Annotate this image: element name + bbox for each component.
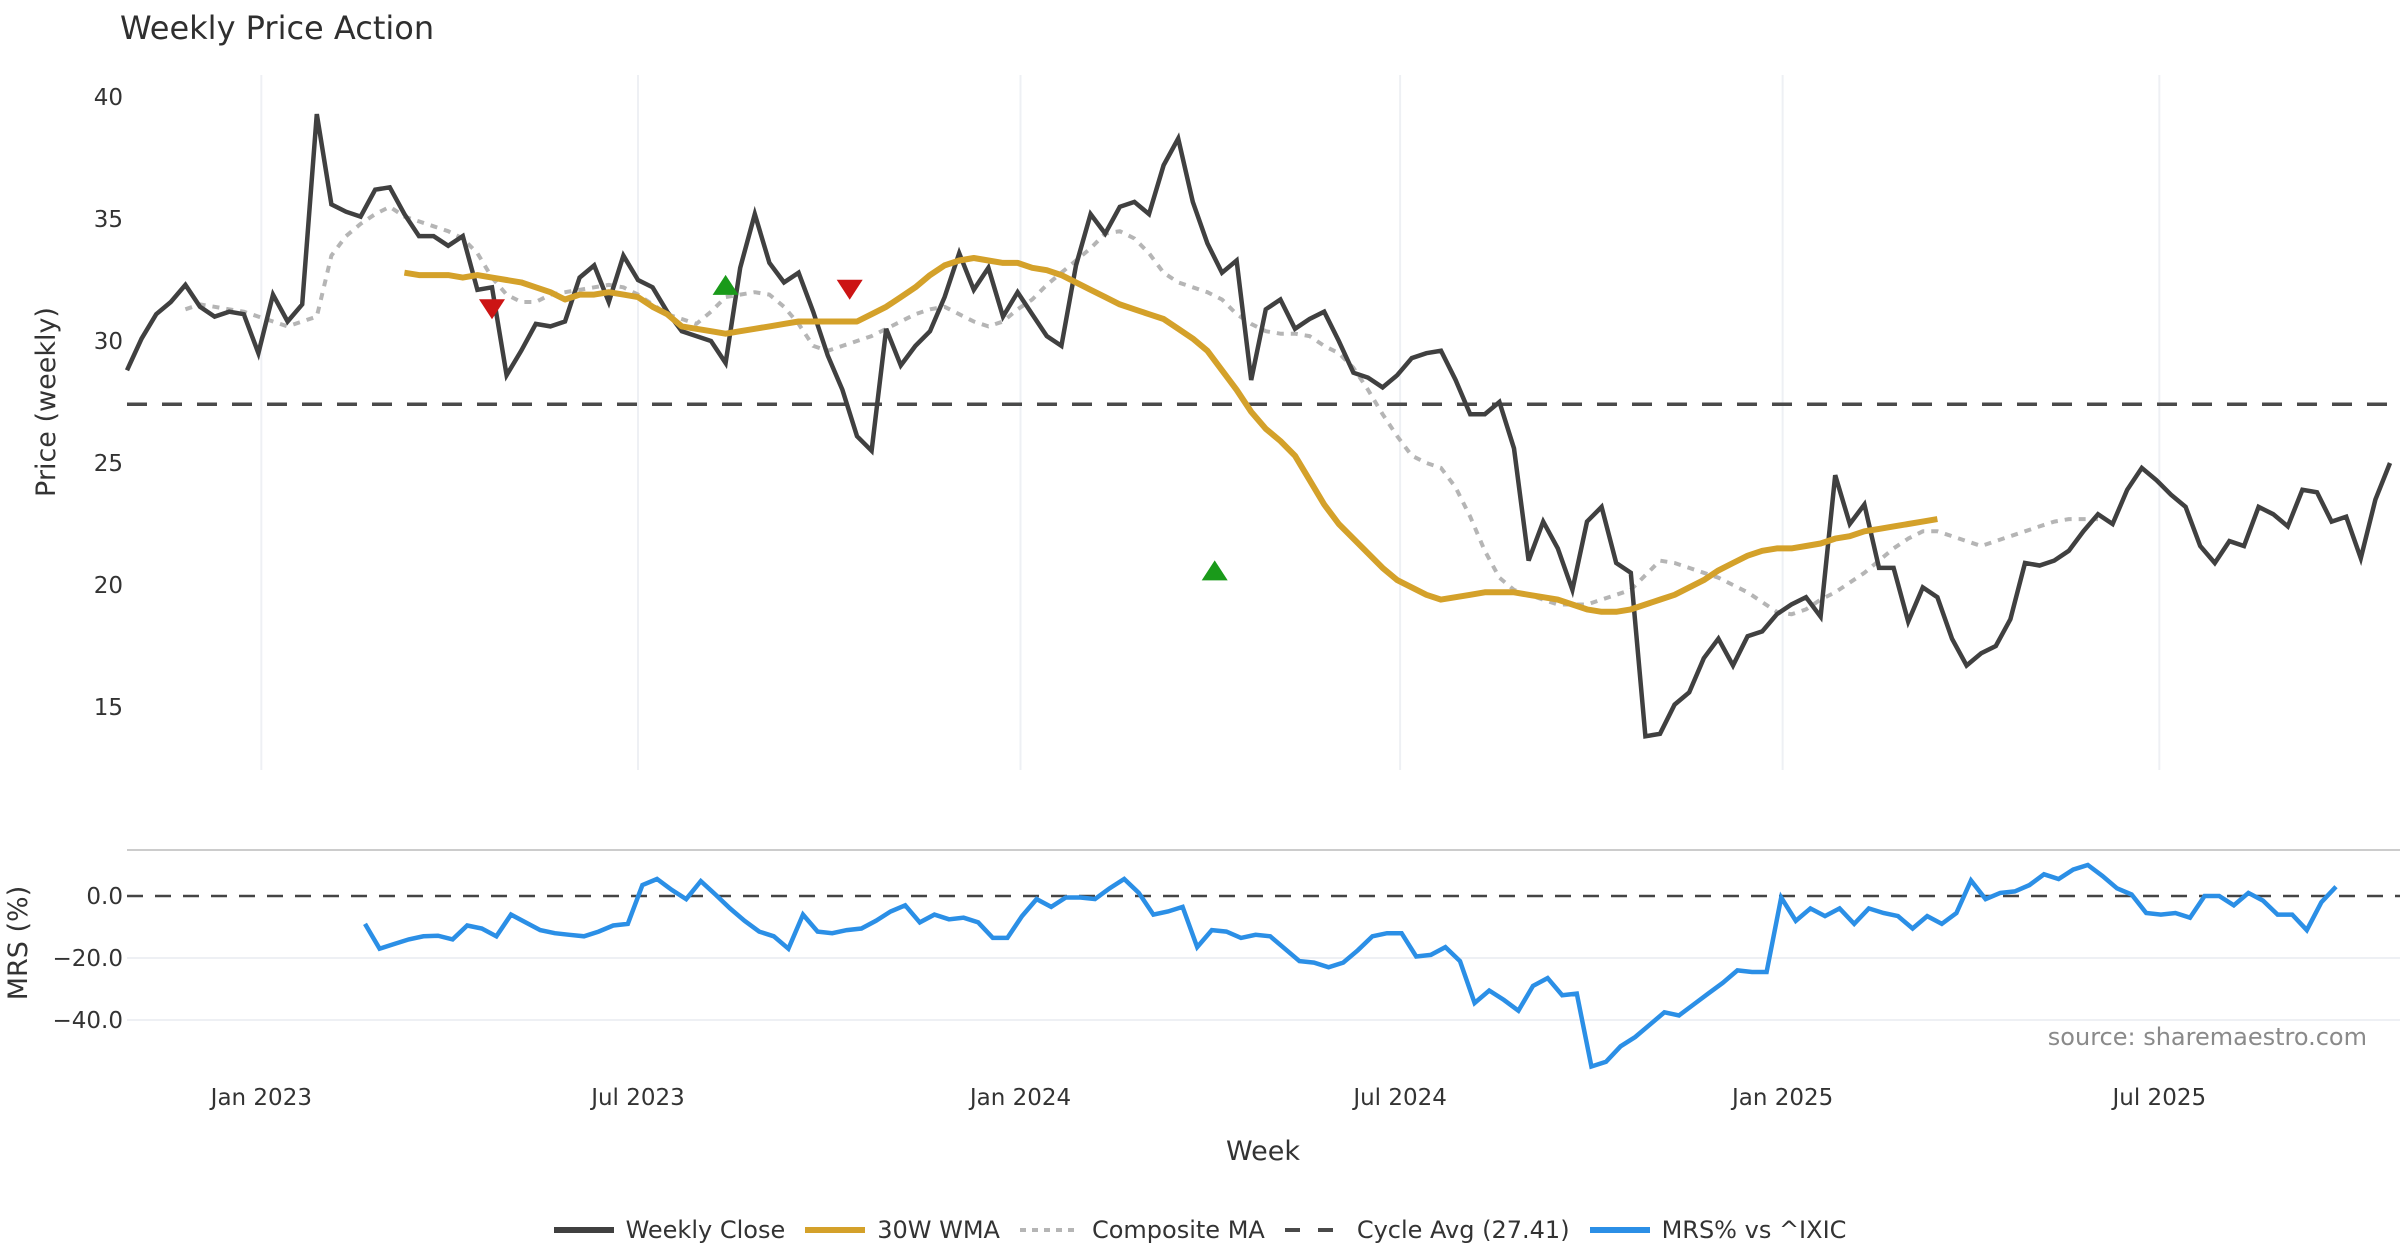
- price-y-ticks: 40 35 30 25 20 15: [94, 85, 123, 721]
- x-tick-label: Jan 2024: [968, 1085, 1071, 1111]
- source-label: source: sharemaestro.com: [2048, 1023, 2367, 1051]
- x-tick-label: Jul 2025: [2111, 1085, 2207, 1111]
- sell-signal-marker: [479, 299, 505, 320]
- legend-item[interactable]: Cycle Avg (27.41): [1284, 1216, 1570, 1244]
- mrs-y-axis-title: MRS (%): [3, 886, 34, 1001]
- weekly-close-line: [124, 113, 2393, 739]
- x-tick-label: Jul 2023: [589, 1085, 685, 1111]
- legend-label: 30W WMA: [877, 1216, 1000, 1244]
- legend-swatch-icon: [805, 1220, 866, 1240]
- legend-item[interactable]: 30W WMA: [805, 1216, 1000, 1244]
- buy-signal-marker: [712, 274, 739, 295]
- mrs-y-tick-label: −20.0: [53, 946, 123, 972]
- legend-label: Composite MA: [1091, 1216, 1265, 1244]
- mrs-y-tick-label: −40.0: [53, 1008, 123, 1034]
- legend-item[interactable]: MRS% vs ^IXIC: [1589, 1216, 1847, 1244]
- legend: Weekly Close 30W WMA Composite MA Cycle Avg…: [0, 1210, 2400, 1250]
- price-y-tick-label: 20: [94, 573, 123, 599]
- price-y-tick-label: 15: [94, 695, 123, 721]
- legend-label: MRS% vs ^IXIC: [1661, 1216, 1847, 1244]
- legend-swatch-icon: [553, 1220, 614, 1240]
- series-layer: [124, 113, 2400, 1070]
- price-gridlines: [260, 75, 2161, 770]
- x-tick-label: Jan 2023: [209, 1085, 312, 1111]
- price-y-axis-title: Price (weekly): [31, 307, 62, 497]
- wma-line: [403, 255, 1938, 615]
- buy-signal-marker: [1201, 560, 1228, 581]
- price-y-tick-label: 30: [94, 329, 123, 355]
- price-y-tick-label: 25: [94, 451, 123, 477]
- x-ticks: Jan 2023 Jul 2023 Jan 2024 Jul 2024 Jan 2025…: [209, 1085, 2206, 1111]
- legend-label: Cycle Avg (27.41): [1356, 1216, 1570, 1244]
- price-y-tick-label: 35: [94, 207, 123, 233]
- x-axis-title: Week: [1226, 1136, 1300, 1167]
- mrs-y-ticks: 0.0 −20.0 −40.0: [53, 884, 123, 1034]
- legend-label: Weekly Close: [625, 1216, 786, 1244]
- legend-item[interactable]: Weekly Close: [553, 1216, 786, 1244]
- signal-markers: [479, 274, 1228, 581]
- price-y-tick-label: 40: [94, 85, 123, 111]
- mrs-gridlines: [127, 894, 2400, 1021]
- x-tick-label: Jan 2025: [1730, 1085, 1833, 1111]
- sell-signal-marker: [836, 279, 863, 300]
- legend-item[interactable]: Composite MA: [1019, 1216, 1265, 1244]
- mrs-y-tick-label: 0.0: [86, 884, 123, 910]
- x-tick-label: Jul 2024: [1351, 1085, 1447, 1111]
- chart-title: Weekly Price Action: [120, 9, 434, 47]
- mrs-line: [363, 862, 2338, 1070]
- legend-swatch-icon: [1284, 1220, 1345, 1240]
- legend-swatch-icon: [1019, 1220, 1080, 1240]
- legend-swatch-icon: [1589, 1220, 1650, 1240]
